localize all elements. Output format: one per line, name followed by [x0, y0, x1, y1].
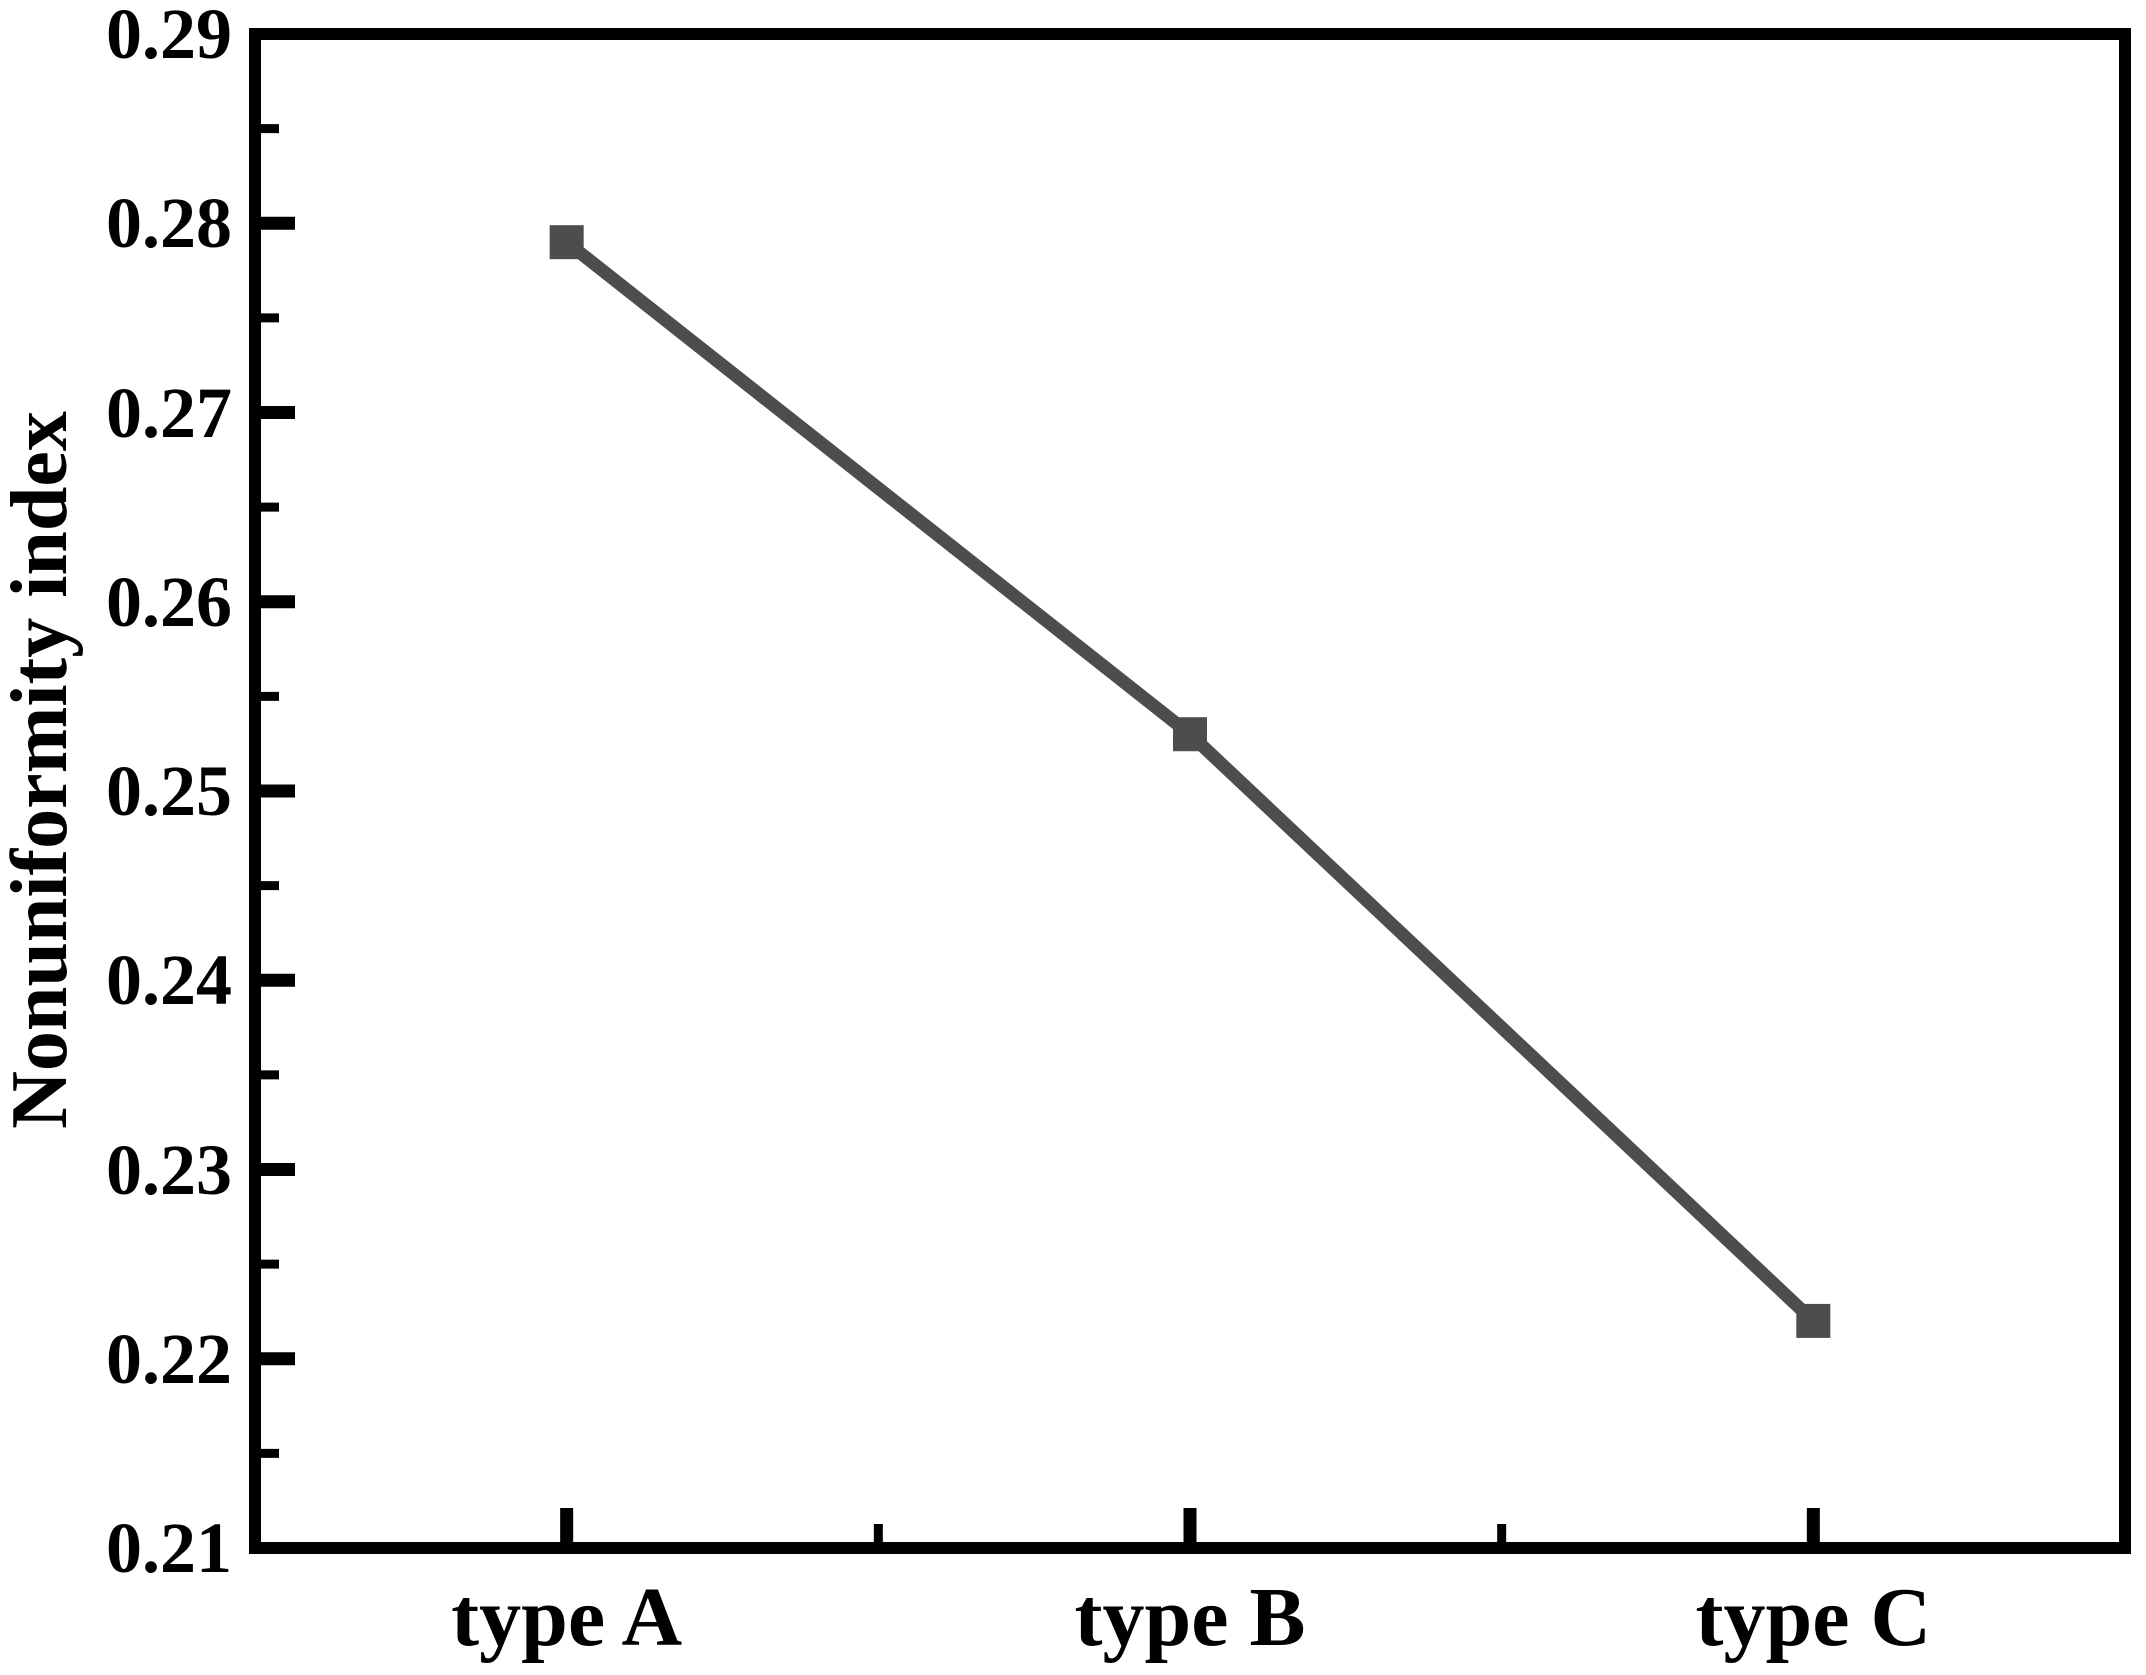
data-point-marker	[1796, 1303, 1831, 1338]
y-tick-label: 0.24	[106, 940, 232, 1021]
data-point-marker	[1173, 717, 1207, 752]
x-tick-label: type A	[451, 1571, 683, 1664]
y-tick-label: 0.23	[106, 1129, 232, 1210]
y-tick-label: 0.25	[106, 751, 232, 831]
y-tick-label: 0.29	[106, 0, 232, 74]
y-tick-label: 0.21	[106, 1508, 232, 1588]
x-tick-label: type B	[1074, 1571, 1306, 1664]
x-tick-label: type C	[1695, 1571, 1932, 1664]
y-tick-label: 0.22	[106, 1318, 232, 1399]
plot-border	[249, 28, 2131, 1554]
y-tick-label: 0.26	[106, 561, 232, 642]
series-line	[562, 237, 1818, 1326]
y-tick-label: 0.27	[106, 372, 232, 453]
data-point-marker	[549, 225, 584, 260]
y-axis-title: Nonuniformity index	[0, 411, 84, 1129]
y-tick-label: 0.28	[106, 183, 232, 264]
